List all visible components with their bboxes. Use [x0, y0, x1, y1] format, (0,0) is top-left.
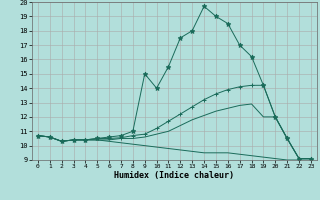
X-axis label: Humidex (Indice chaleur): Humidex (Indice chaleur)	[115, 171, 234, 180]
